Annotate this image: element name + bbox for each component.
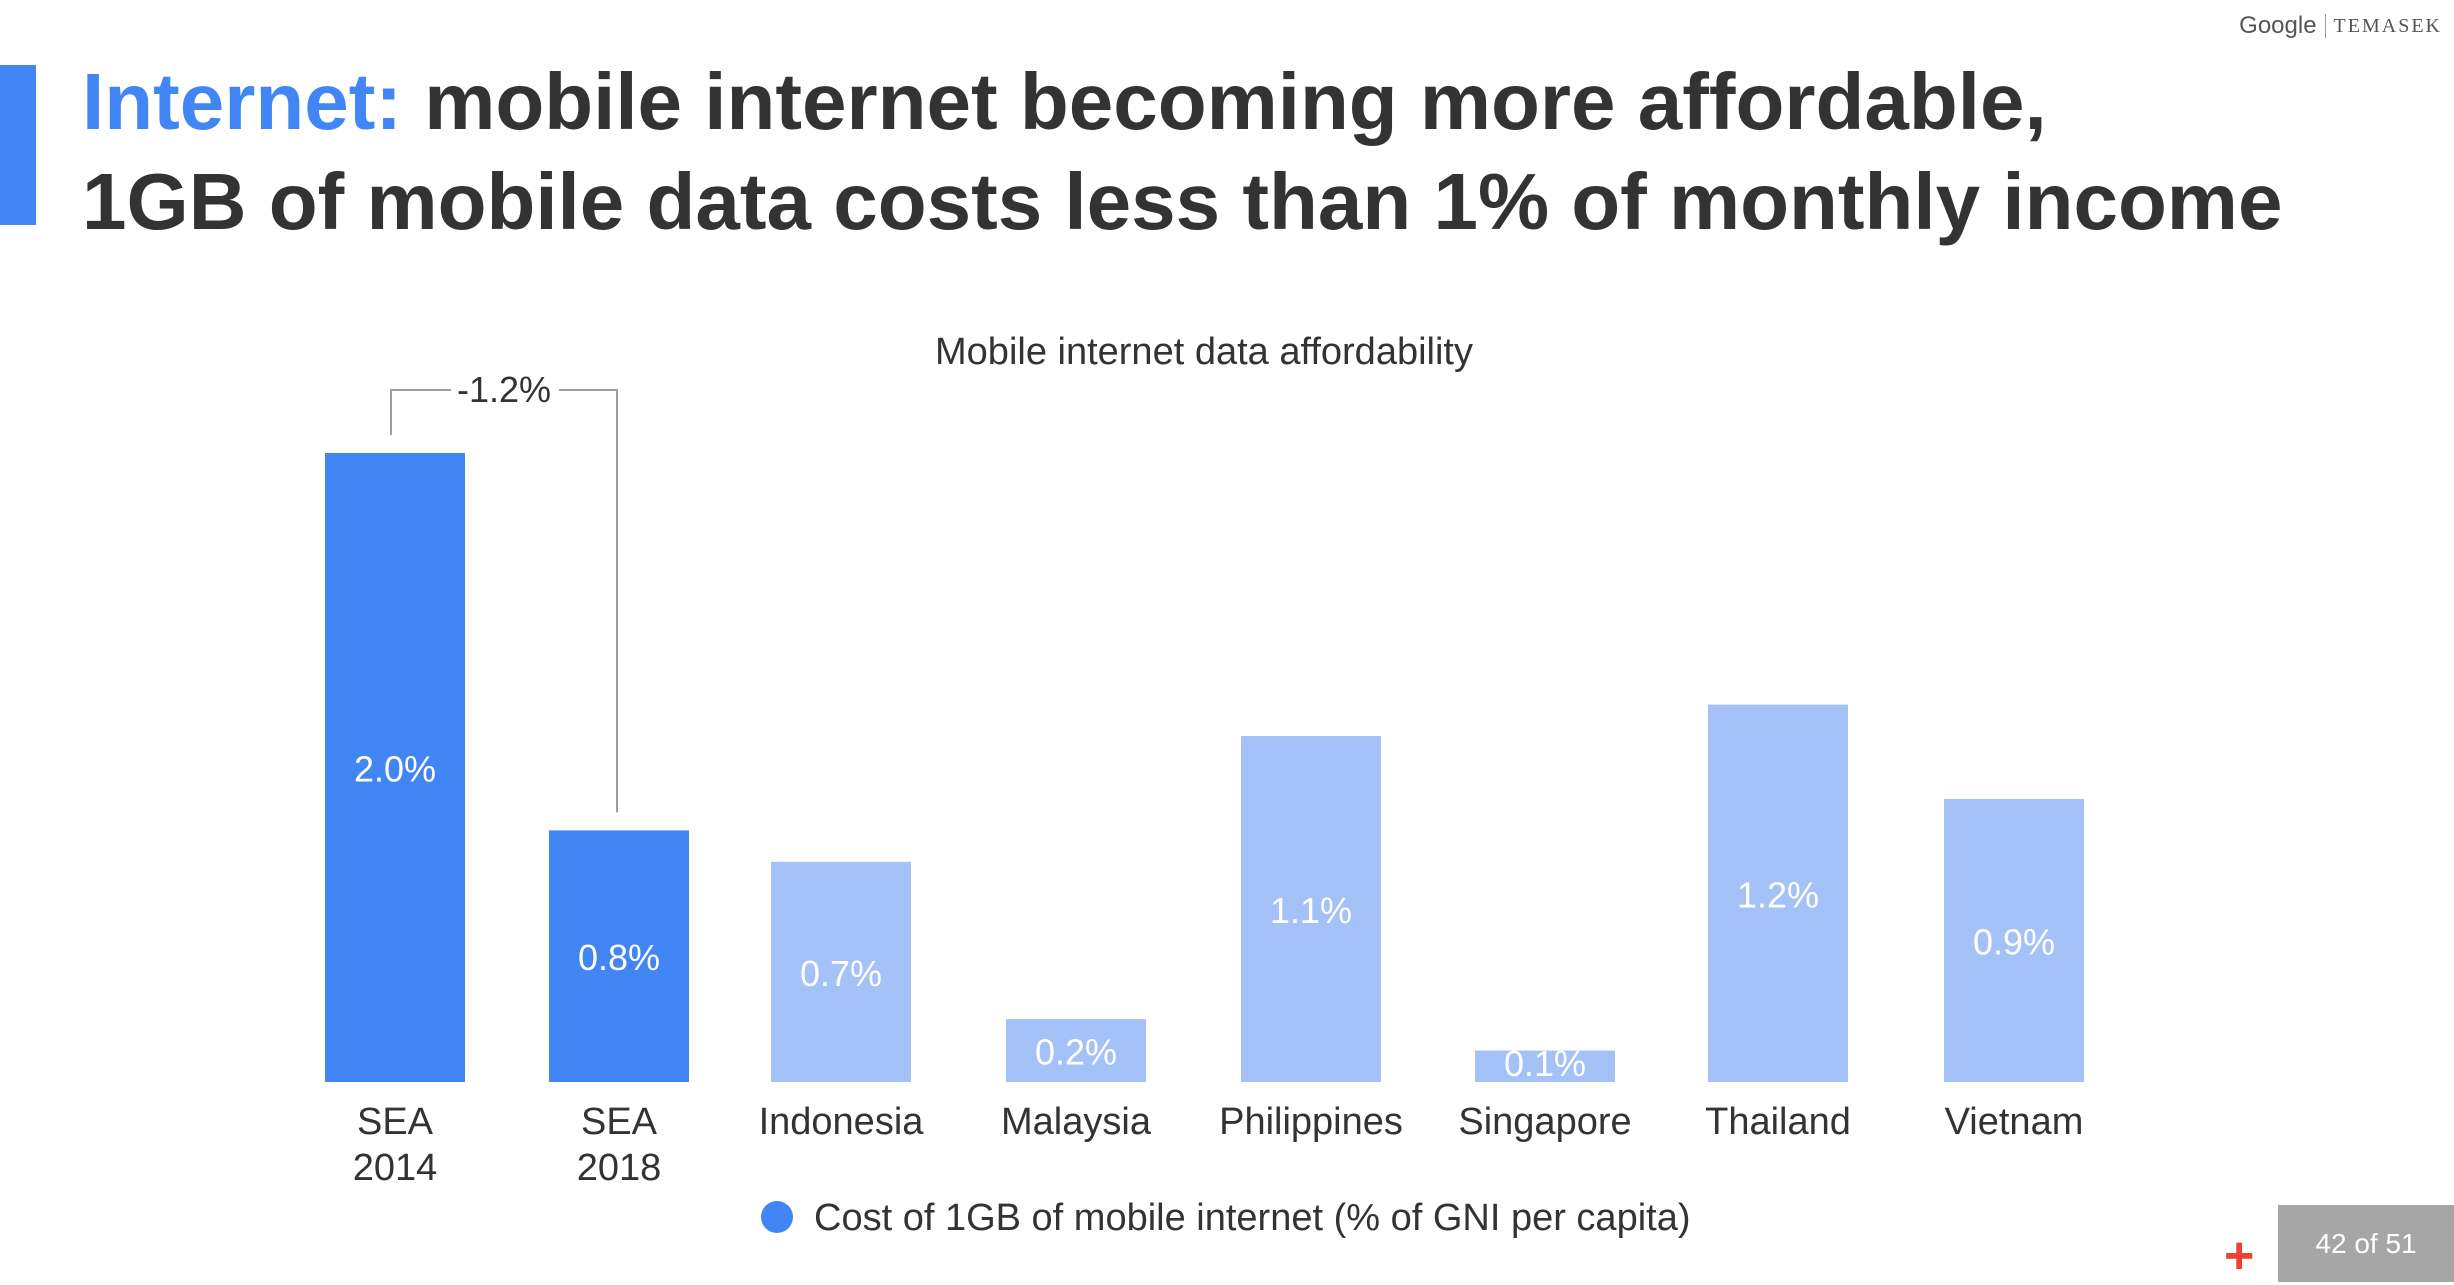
- bar-4: [1241, 736, 1381, 1082]
- headline-line2: 1GB of mobile data costs less than 1% of…: [82, 157, 2283, 246]
- category-label-6-0: Thailand: [1705, 1101, 1851, 1143]
- category-label-3-0: Malaysia: [1001, 1101, 1152, 1143]
- annotation-bracket-right: [559, 389, 618, 813]
- bar-7: [1944, 798, 2084, 1082]
- bar-0: [325, 453, 465, 1082]
- bar-value-label-1: 0.8%: [578, 937, 660, 978]
- bar-value-label-3: 0.2%: [1035, 1032, 1117, 1073]
- temasek-logo: TEMASEK: [2333, 14, 2442, 37]
- category-label-7-0: Vietnam: [1945, 1101, 2084, 1143]
- bar-value-label-7: 0.9%: [1973, 921, 2055, 962]
- bar-value-label-0: 2.0%: [354, 749, 436, 790]
- accent-bar: [0, 65, 36, 225]
- category-label-1-0: SEA: [581, 1101, 658, 1143]
- category-label-1-1: 2018: [577, 1147, 662, 1189]
- bar-value-label-2: 0.7%: [800, 953, 882, 994]
- category-label-2-0: Indonesia: [759, 1101, 925, 1143]
- bar-5: [1475, 1050, 1615, 1082]
- chart-title: Mobile internet data affordability: [935, 331, 1473, 373]
- bar-value-label-5: 0.1%: [1504, 1043, 1586, 1084]
- annotation-label: -1.2%: [457, 369, 551, 410]
- category-label-0-0: SEA: [357, 1101, 434, 1143]
- google-logo: Google: [2239, 12, 2317, 39]
- bar-3: [1006, 1019, 1146, 1082]
- category-label-5-0: Singapore: [1458, 1101, 1631, 1143]
- brand-logos: Google TEMASEK: [2239, 12, 2442, 40]
- headline-line1: mobile internet becoming more affordable…: [424, 57, 2047, 146]
- category-label-4-0: Philippines: [1219, 1101, 1403, 1143]
- slide-headline: Internet: mobile internet becoming more …: [82, 52, 2282, 252]
- plus-icon[interactable]: +: [2224, 1227, 2255, 1285]
- bar-2: [771, 861, 911, 1082]
- legend-label: Cost of 1GB of mobile internet (% of GNI…: [814, 1197, 1691, 1239]
- legend-marker: [761, 1201, 793, 1233]
- brand-separator: [2324, 14, 2326, 38]
- category-label-0-1: 2014: [353, 1147, 438, 1189]
- headline-accent: Internet:: [82, 57, 402, 146]
- bar-6: [1708, 704, 1848, 1082]
- annotation-bracket-left: [390, 389, 451, 435]
- page-indicator[interactable]: 42 of 51: [2278, 1205, 2454, 1282]
- bar-value-label-4: 1.1%: [1270, 890, 1352, 931]
- bar-value-label-6: 1.2%: [1737, 874, 1819, 915]
- bar-1: [549, 830, 689, 1082]
